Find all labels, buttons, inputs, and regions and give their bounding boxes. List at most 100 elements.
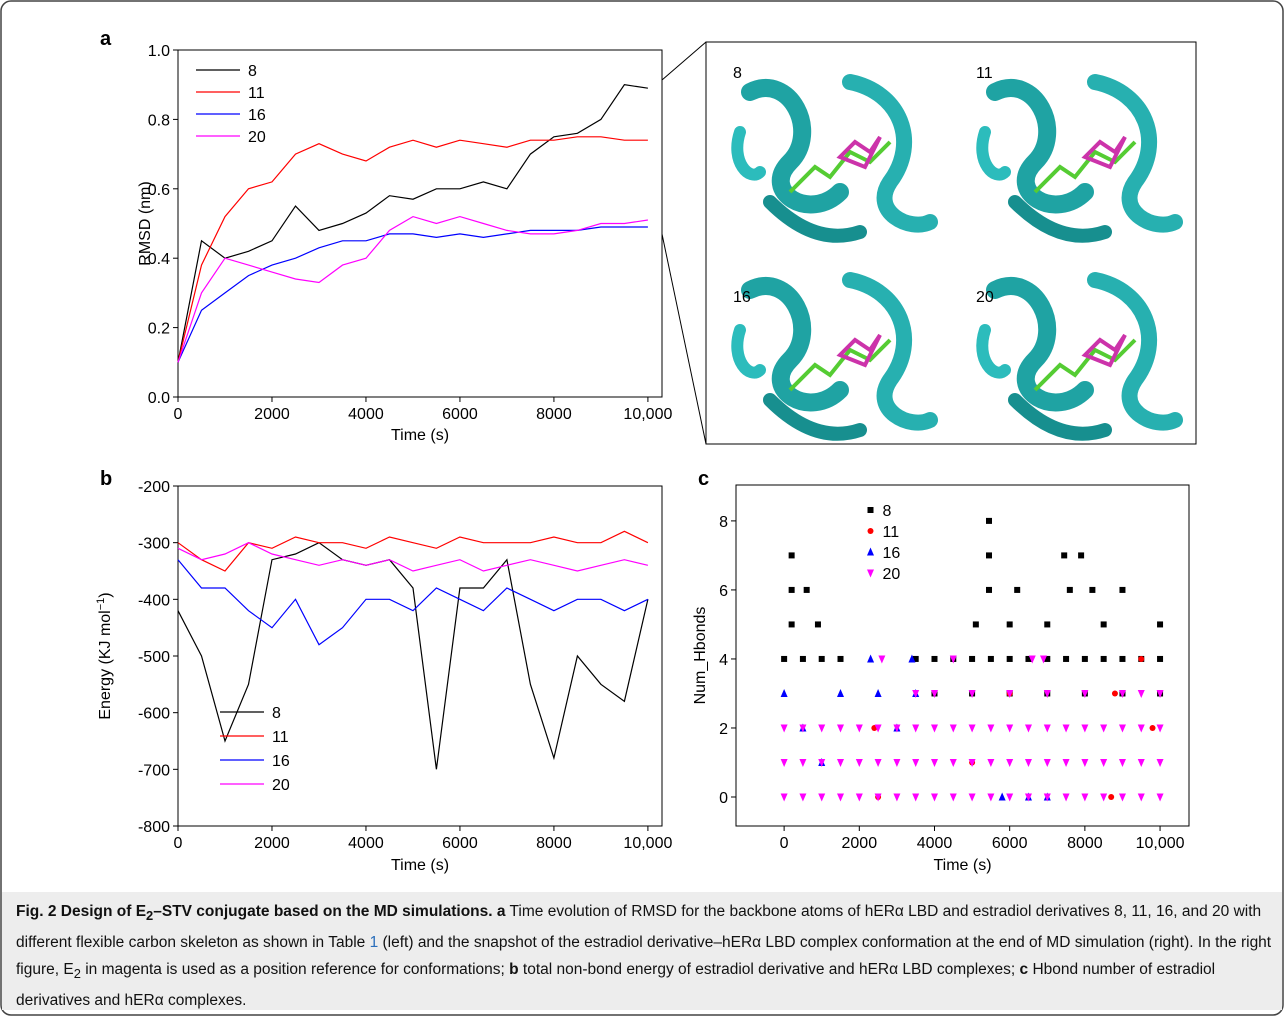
point [930,689,938,698]
x-tick-label: 6000 [442,835,478,852]
point [1024,793,1032,802]
plot-frame [735,484,1190,827]
caption-link[interactable]: 1 [369,934,379,952]
point [968,758,976,767]
y-tick-label: 0 [719,790,728,807]
y-tick-label: 0.8 [148,112,170,129]
x-tick-label: 0 [780,835,789,852]
point [930,724,938,733]
point [1062,793,1070,802]
point [1157,655,1164,662]
point [893,724,901,733]
line-series [177,215,648,363]
point [1063,655,1070,662]
caption-text: 2 [73,966,81,982]
point [1040,655,1048,664]
point [1006,655,1013,662]
point [1006,621,1013,628]
point [949,758,957,767]
legend-label: 16 [272,753,290,770]
y-axis-label: RMSD (nm) [137,181,154,265]
x-tick-label: 10,000 [623,406,672,423]
point [1043,793,1051,802]
point [908,654,916,663]
legend-label: 8 [883,503,892,520]
point [1006,689,1014,698]
point [912,655,919,662]
point [799,724,807,733]
point [931,655,938,662]
point [949,655,957,664]
point [986,517,993,524]
point [818,724,826,733]
point [1138,655,1145,662]
x-tick-label: 8000 [1067,835,1103,852]
line-series [177,136,648,363]
point [930,758,938,767]
x-axis-label: Time (s) [391,857,449,874]
point [968,724,976,733]
point [780,724,788,733]
y-tick-label: 8 [719,514,728,531]
y-tick-label: -300 [138,536,170,553]
snapshot-panel: 8 11 16 20 [661,41,1197,445]
point [837,793,845,802]
point [912,793,920,802]
point [799,758,807,767]
point [987,655,994,662]
point [867,654,875,663]
point [949,793,957,802]
point [1137,793,1145,802]
legend-label: 11 [248,85,265,102]
y-axis-label: Energy (KJ mol−1) [95,592,114,719]
y-tick-label: 0.0 [148,390,170,407]
y-tick-label: 1.0 [148,43,170,60]
point [1043,724,1051,733]
point [818,793,826,802]
y-tick-label: -500 [138,649,170,666]
point [837,758,845,767]
snapshot-label: 11 [976,65,993,82]
snapshot-label: 20 [976,289,994,306]
legend-marker [867,547,874,556]
x-tick-label: 6000 [992,835,1028,852]
plot-frame [177,49,663,398]
y-tick-label: -400 [138,592,170,609]
legend-label: 8 [272,705,281,722]
point [1118,724,1126,733]
snapshot-label: 8 [733,65,742,82]
point [987,758,995,767]
x-tick-label: 2000 [842,835,878,852]
point [788,586,795,593]
point [1119,586,1126,593]
point [1156,758,1164,767]
y-tick-label: 0.2 [148,321,170,338]
point [780,758,788,767]
point [912,758,920,767]
caption-text: in magenta is used as a position referen… [80,961,510,979]
line-series [177,542,649,572]
point [837,655,844,662]
point [788,552,795,559]
legend-label: 8 [248,63,257,80]
caption-text: (left) and the snapshot of the estradiol… [16,934,1272,979]
x-tick-label: 8000 [536,406,572,423]
point [949,724,957,733]
point [986,586,993,593]
point [1006,724,1014,733]
x-tick-label: 0 [174,406,183,423]
point [1078,552,1085,559]
legend-marker [867,528,874,534]
x-tick-label: 4000 [348,835,384,852]
point [987,724,995,733]
legend-label: 20 [248,129,266,146]
point [969,655,976,662]
y-axis-label-part: Num_Hbonds [692,607,709,705]
point [1081,724,1089,733]
point [1043,689,1051,698]
point [1081,655,1088,662]
point [874,724,882,733]
point [837,688,845,697]
